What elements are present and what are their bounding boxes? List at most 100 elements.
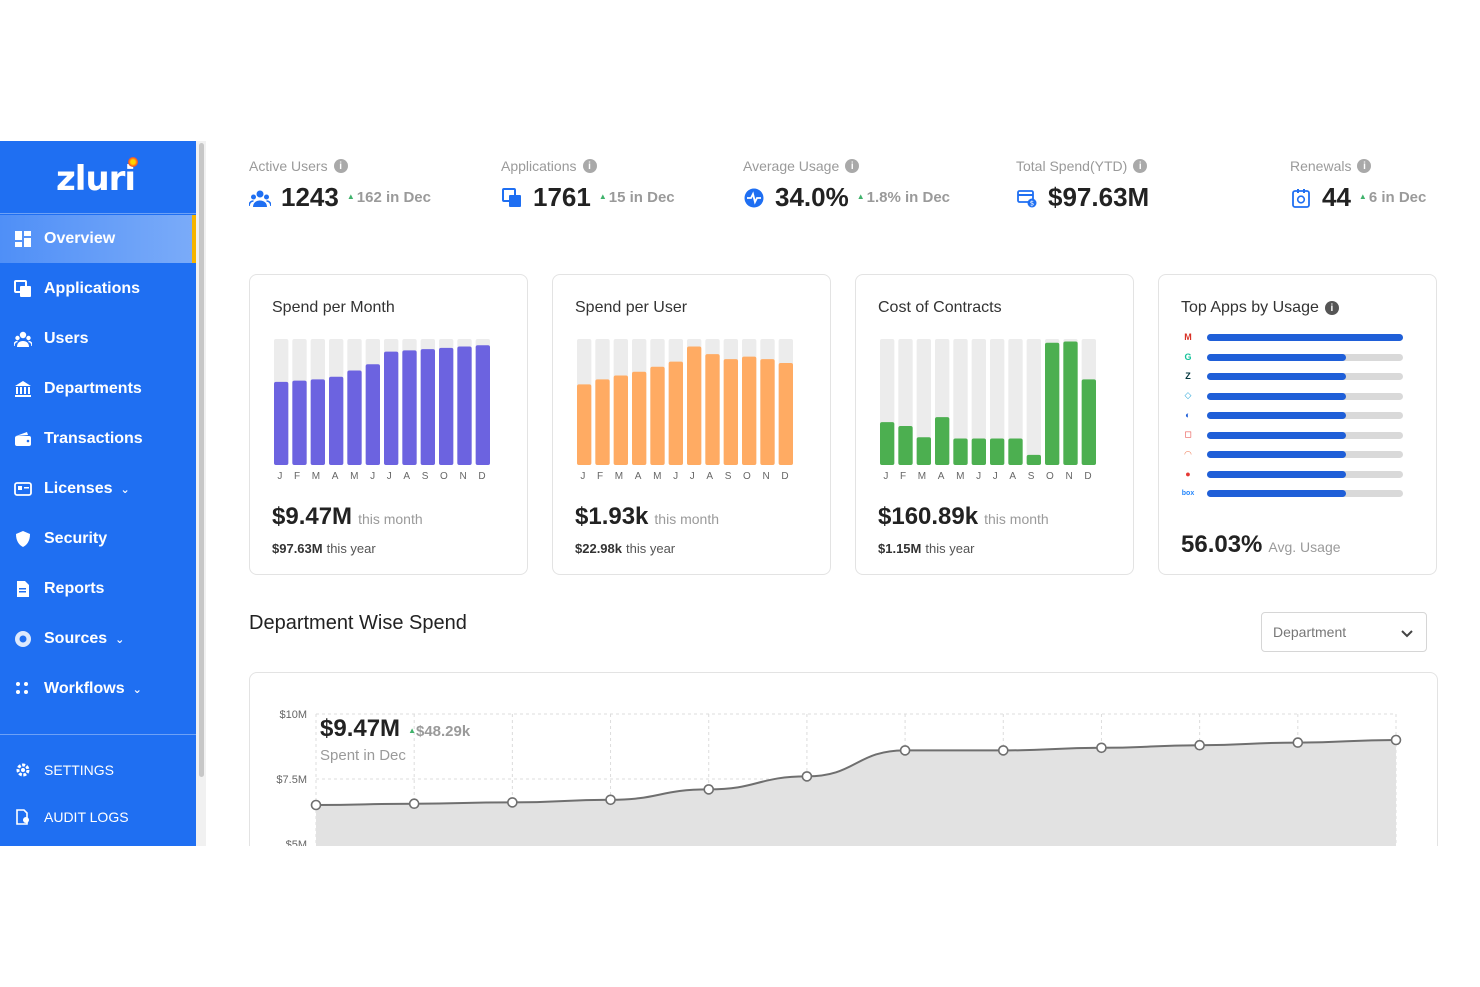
bar-m-2[interactable]: [613, 375, 628, 465]
data-point-aug[interactable]: [997, 745, 1009, 756]
bar-m-4[interactable]: [650, 366, 665, 465]
bar-o-9[interactable]: [742, 356, 757, 465]
data-point-mar[interactable]: [507, 797, 518, 808]
top-app-row[interactable]: M: [1181, 329, 1403, 345]
bar-a-7[interactable]: [705, 354, 720, 465]
sidebar-item-security[interactable]: Security: [0, 515, 196, 563]
top-app-row[interactable]: ◇: [1181, 388, 1403, 404]
bar-f-1[interactable]: [595, 379, 610, 465]
sidebar-item-label: Departments: [44, 380, 142, 397]
bar-j-0[interactable]: [880, 422, 895, 465]
bar-j-5[interactable]: [668, 361, 683, 465]
audit-logs-link[interactable]: AUDIT LOGS: [0, 801, 196, 833]
data-point-may[interactable]: [703, 784, 715, 795]
bar-a-3[interactable]: [632, 371, 647, 465]
bar-m-4[interactable]: [953, 438, 968, 465]
bar-n-10[interactable]: [1063, 341, 1078, 465]
bar-j-5[interactable]: [971, 438, 986, 465]
top-app-row[interactable]: box: [1181, 485, 1403, 501]
bar-m-2[interactable]: [916, 437, 931, 465]
sidebar-item-applications[interactable]: Applications: [0, 265, 196, 313]
bar-a-3[interactable]: [329, 376, 344, 465]
bar-a-3[interactable]: [935, 417, 950, 465]
top-app-row[interactable]: ●: [1181, 466, 1403, 482]
card-big-suffix: this month: [654, 511, 719, 527]
sidebar-item-overview[interactable]: Overview: [0, 215, 196, 263]
data-point-oct[interactable]: [1194, 739, 1205, 751]
sidebar-scrollbar-thumb[interactable]: [199, 143, 204, 777]
kpi-delta: 6 in Dec: [1368, 189, 1427, 206]
top-app-row[interactable]: ◻: [1181, 427, 1403, 443]
applications-icon: [14, 280, 32, 298]
sidebar-item-users[interactable]: Users: [0, 315, 196, 363]
settings-link[interactable]: SETTINGS: [0, 754, 196, 786]
bar-m-4[interactable]: [347, 370, 362, 466]
card-top-apps-by-usage[interactable]: Top Apps by Usage i M G Z ◇ ◐ ◻ ◠ ● box 56.03% Avg…: [1158, 274, 1437, 575]
chevron-down-icon[interactable]: ⌄: [132, 683, 142, 696]
top-app-row[interactable]: ◐: [1181, 407, 1403, 423]
top-app-row[interactable]: ◠: [1181, 446, 1403, 462]
sidebar-item-licenses[interactable]: Licenses ⌄: [0, 465, 196, 513]
month-tick-label: A: [331, 471, 340, 482]
bar-o-9[interactable]: [439, 347, 454, 465]
data-point-feb[interactable]: [408, 798, 420, 809]
bar-j-0[interactable]: [577, 384, 592, 465]
bar-d-11[interactable]: [778, 362, 793, 465]
bar-o-9[interactable]: [1045, 342, 1060, 465]
bar-a-7[interactable]: [402, 350, 417, 465]
bar-s-8[interactable]: [723, 359, 738, 465]
data-point-jan[interactable]: [310, 799, 322, 811]
data-point-apr[interactable]: [605, 794, 616, 806]
data-point-jul[interactable]: [899, 745, 911, 756]
info-icon[interactable]: i: [1133, 159, 1148, 173]
sidebar-item-sources[interactable]: Sources ⌄: [0, 615, 196, 663]
data-point-sep[interactable]: [1096, 742, 1107, 754]
bar-n-10[interactable]: [760, 359, 775, 465]
card-big-suffix: Avg. Usage: [1268, 539, 1341, 555]
bar-d-11[interactable]: [1081, 379, 1096, 465]
bar-d-11[interactable]: [475, 345, 490, 465]
app-8-icon: ●: [1185, 468, 1191, 479]
month-tick-label: F: [596, 471, 605, 482]
info-icon[interactable]: i: [333, 159, 348, 173]
chevron-down-icon[interactable]: ⌄: [115, 633, 125, 646]
spend-per-month-chart: [274, 339, 490, 466]
workflow-icon: [14, 680, 32, 698]
sidebar-item-reports[interactable]: Reports: [0, 565, 196, 613]
headline-delta: $48.29k: [415, 723, 471, 740]
bar-j-6[interactable]: [687, 346, 702, 465]
data-point-nov[interactable]: [1292, 737, 1304, 748]
bar-n-10[interactable]: [457, 346, 472, 465]
sidebar-item-workflows[interactable]: Workflows ⌄: [0, 665, 196, 713]
top-app-row[interactable]: Z: [1181, 368, 1403, 384]
month-tick-label: M: [653, 471, 663, 482]
bar-j-0[interactable]: [274, 381, 289, 465]
sidebar-item-departments[interactable]: Departments: [0, 365, 196, 413]
kpi-value: 1243: [281, 182, 339, 212]
bar-s-8[interactable]: [1026, 454, 1041, 465]
sidebar-item-transactions[interactable]: Transactions: [0, 415, 196, 463]
info-icon[interactable]: i: [845, 159, 860, 173]
chevron-down-icon[interactable]: ⌄: [120, 483, 130, 496]
brand-logo[interactable]: zluri: [56, 159, 136, 199]
bar-f-1[interactable]: [292, 380, 307, 465]
bar-s-8[interactable]: [420, 349, 435, 465]
info-icon[interactable]: i: [1324, 301, 1339, 315]
bar-j-5[interactable]: [365, 364, 380, 465]
bar-m-2[interactable]: [310, 379, 325, 465]
card-big-value: 56.03%: [1181, 531, 1263, 558]
bar-f-1[interactable]: [898, 425, 913, 465]
department-select[interactable]: Department: [1261, 612, 1427, 652]
month-tick-label: M: [311, 471, 322, 482]
bar-a-7[interactable]: [1008, 438, 1023, 465]
bar-j-6[interactable]: [990, 438, 1005, 465]
info-icon[interactable]: i: [582, 159, 597, 173]
info-icon[interactable]: i: [1357, 159, 1372, 173]
data-point-jun[interactable]: [801, 771, 813, 782]
top-app-row[interactable]: G: [1181, 349, 1403, 365]
data-point-dec[interactable]: [1390, 734, 1402, 746]
bar-j-6[interactable]: [384, 351, 399, 465]
